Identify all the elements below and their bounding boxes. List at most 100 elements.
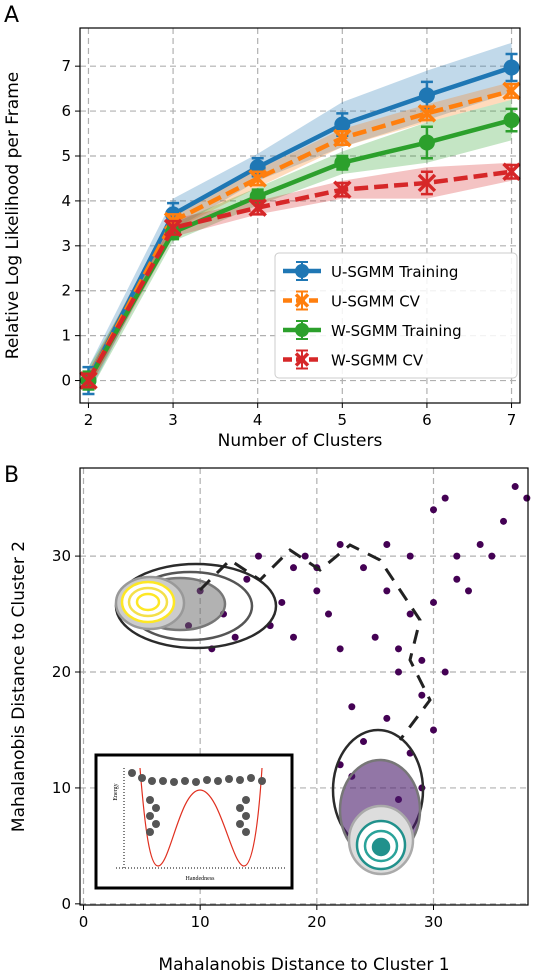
point (325, 610, 332, 618)
legend-label: U-SGMM CV (331, 293, 421, 311)
x-tick-label: 30 (424, 913, 443, 931)
y-tick-label: 0 (61, 372, 71, 390)
point (441, 494, 449, 502)
point (395, 645, 402, 653)
point (231, 633, 239, 641)
band (88, 162, 512, 390)
y-tick-label: 5 (61, 147, 71, 165)
legend-label: W-SGMM CV (331, 352, 424, 370)
point (418, 656, 426, 664)
x-tick-label: 20 (307, 913, 326, 931)
legend-label: W-SGMM Training (331, 322, 462, 340)
point (371, 633, 379, 641)
point (290, 564, 297, 572)
y-tick-label: 7 (61, 57, 71, 75)
point (418, 691, 426, 699)
point (360, 564, 367, 572)
inset-y-label: Energy (113, 783, 119, 800)
y-tick-label: 30 (52, 547, 71, 565)
point (278, 598, 286, 606)
y-tick-label: 6 (61, 102, 71, 120)
point (430, 726, 437, 734)
marker (418, 134, 435, 151)
density-contours (114, 543, 432, 876)
legend-label: U-SGMM Training (331, 263, 458, 281)
point (383, 541, 391, 549)
x-tick-label: 7 (507, 411, 517, 429)
point (243, 575, 251, 583)
point (476, 541, 484, 549)
line (86, 65, 513, 382)
axes-frame (79, 27, 521, 404)
marker (248, 169, 267, 188)
x-tick-label: 2 (84, 411, 94, 429)
y-tick-label: 4 (61, 192, 71, 210)
marker (503, 112, 520, 129)
point (441, 668, 449, 676)
inset-x-label: Handedness (186, 876, 216, 882)
point (255, 552, 262, 560)
point (430, 598, 437, 606)
line (86, 169, 512, 382)
marker (163, 218, 183, 238)
marker (248, 198, 267, 217)
point (406, 552, 414, 560)
point (500, 517, 507, 525)
x-tick-label: 6 (422, 411, 432, 429)
x-tick-label: 5 (338, 411, 348, 429)
axes-frame (79, 467, 529, 906)
panel-label: B (4, 463, 19, 488)
y-tick-label: 0 (61, 895, 71, 913)
marker (334, 116, 351, 133)
legend-marker (295, 323, 309, 337)
point (348, 703, 356, 711)
marker (417, 104, 437, 123)
x-tick-label: 10 (191, 913, 210, 931)
point (290, 633, 297, 641)
point (383, 714, 391, 722)
legend-marker (294, 293, 310, 308)
marker (418, 87, 435, 104)
axes: 2 3 4 5 6 7 0 1 2 3 4 5 6 7 Relative Log Likelihood pe… (3, 27, 529, 975)
point (430, 506, 437, 514)
y-tick-label: 2 (61, 282, 71, 300)
plot-area: U-SGMM Training U-SGMM CV W-SGMM Training W… (79, 42, 521, 396)
point (511, 483, 519, 491)
point (395, 668, 402, 676)
point (453, 575, 461, 583)
x-axis-label: Mahalanobis Distance to Cluster 1 (158, 955, 449, 975)
x-tick-label: 0 (79, 913, 89, 931)
y-tick-label: 3 (61, 237, 71, 255)
point (523, 494, 531, 502)
point (301, 552, 309, 560)
y-axis-label: Relative Log Likelihood per Frame (3, 72, 23, 359)
marker (502, 162, 521, 181)
x-axis-label: Number of Clusters (218, 431, 383, 451)
marker (503, 59, 520, 76)
y-tick-label: 20 (52, 663, 71, 681)
marker (333, 128, 352, 148)
point (313, 587, 321, 595)
legend-marker (294, 352, 310, 367)
y-axis-label: Mahalanobis Distance to Cluster 2 (9, 541, 29, 832)
y-tick-label: 1 (61, 327, 71, 345)
marker (79, 371, 98, 390)
point (488, 552, 496, 560)
point (360, 738, 367, 746)
x-tick-label: 4 (253, 411, 263, 429)
legend-marker (295, 264, 309, 278)
legend: U-SGMM Training U-SGMM CV W-SGMM Training W… (274, 252, 518, 379)
y-tick-label: 10 (52, 779, 71, 797)
point (336, 541, 344, 549)
point (406, 610, 414, 618)
marker (334, 154, 351, 171)
point (465, 587, 472, 595)
point (383, 587, 391, 595)
legend-box (274, 252, 518, 379)
panel-label: A (4, 3, 19, 28)
inset: Energy Handedness (94, 753, 294, 890)
marker (417, 173, 437, 193)
marker (502, 81, 521, 101)
marker (333, 180, 352, 199)
